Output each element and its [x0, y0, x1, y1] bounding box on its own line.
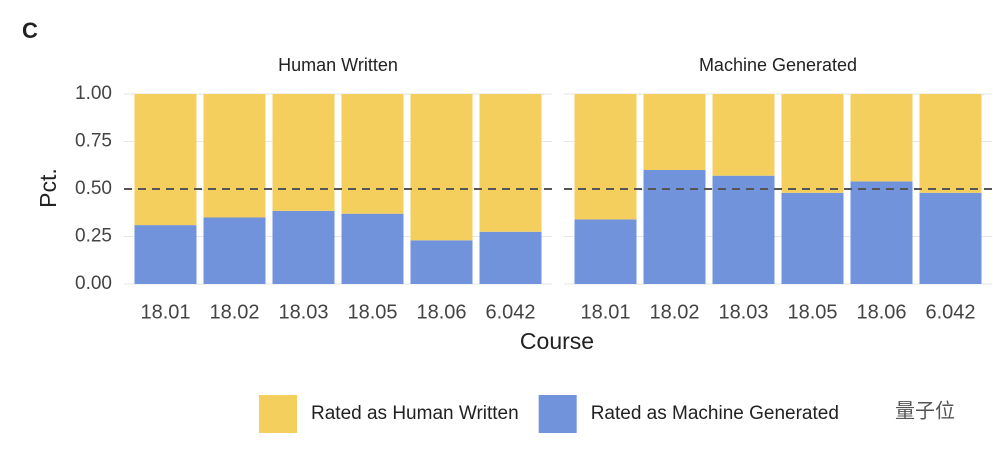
y-tick-label: 0.50 — [75, 178, 112, 199]
bar-segment — [479, 231, 542, 284]
watermark: 量子位 — [895, 399, 955, 422]
bar-segment — [712, 94, 775, 176]
x-tick-label: 18.03 — [278, 301, 328, 323]
x-tick-label: 18.02 — [649, 301, 699, 323]
bar-segment — [643, 170, 706, 284]
bar-segment — [341, 94, 404, 214]
bar-segment — [134, 225, 197, 284]
x-tick-label: 6.042 — [925, 301, 975, 323]
legend-swatch — [259, 395, 297, 433]
y-tick-label: 0.25 — [75, 226, 112, 247]
bar-segment — [341, 213, 404, 284]
bar-segment — [781, 192, 844, 284]
bar-segment — [850, 94, 913, 182]
x-axis-title: Course — [520, 328, 594, 354]
bar-segment — [919, 94, 982, 193]
bar-segment — [134, 94, 197, 226]
bar-segment — [643, 94, 706, 170]
bar-segment — [712, 175, 775, 284]
legend-label: Rated as Machine Generated — [591, 403, 839, 424]
legend-label: Rated as Human Written — [311, 403, 519, 424]
facet-title: Human Written — [278, 55, 398, 75]
bar-segment — [479, 94, 542, 232]
x-tick-label: 6.042 — [485, 301, 535, 323]
bar-segment — [919, 192, 982, 284]
x-tick-label: 18.03 — [718, 301, 768, 323]
y-tick-label: 0.00 — [75, 273, 112, 294]
bar-segment — [410, 94, 473, 241]
panel-label: C — [22, 18, 38, 43]
facet-title: Machine Generated — [699, 55, 857, 75]
y-axis-title: Pct. — [35, 168, 61, 208]
y-tick-label: 1.00 — [75, 83, 112, 104]
x-tick-label: 18.06 — [416, 301, 466, 323]
bar-segment — [850, 181, 913, 284]
bar-segment — [574, 94, 637, 220]
bar-segment — [781, 94, 844, 193]
bar-segment — [272, 94, 335, 211]
x-tick-label: 18.05 — [347, 301, 397, 323]
x-tick-label: 18.06 — [856, 301, 906, 323]
bar-segment — [410, 240, 473, 284]
x-tick-label: 18.01 — [140, 301, 190, 323]
x-tick-label: 18.02 — [209, 301, 259, 323]
bar-segment — [272, 210, 335, 284]
y-tick-label: 0.75 — [75, 131, 112, 152]
bar-segment — [203, 217, 266, 284]
x-tick-label: 18.01 — [580, 301, 630, 323]
legend-swatch — [538, 395, 577, 433]
x-tick-label: 18.05 — [787, 301, 837, 323]
bar-segment — [574, 219, 637, 284]
bar-segment — [203, 94, 266, 218]
